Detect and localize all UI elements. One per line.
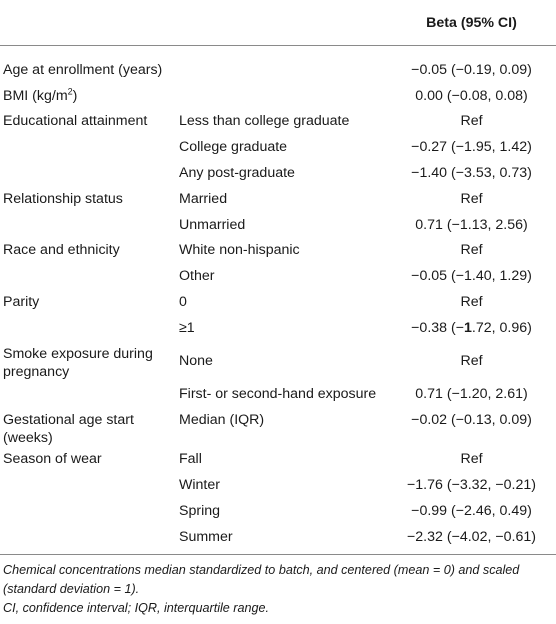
row-category: None xyxy=(179,352,213,369)
row-category: Fall xyxy=(179,451,202,468)
footnote-standardization: Chemical concentrations median standardi… xyxy=(3,563,520,596)
row-category xyxy=(176,83,387,109)
row-beta: Ref xyxy=(460,294,483,311)
header-category xyxy=(176,0,387,46)
row-variable: Educational attainment xyxy=(3,113,148,130)
regression-table: Beta (95% CI) Age at enrollment (years) … xyxy=(0,0,556,555)
row-category: ≥1 xyxy=(179,319,195,336)
row-beta: −0.38 (−1.72, 0.96) xyxy=(387,315,556,341)
table-row: Gestational age start (weeks) Median (IQ… xyxy=(0,407,556,447)
row-beta: −0.05 (−1.40, 1.29) xyxy=(411,268,532,285)
row-beta: Ref xyxy=(460,190,483,207)
header-beta: Beta (95% CI) xyxy=(426,14,517,31)
table-row: Other −0.05 (−1.40, 1.29) xyxy=(0,263,556,289)
row-variable xyxy=(0,524,176,554)
table-row: Any post-graduate −1.40 (−3.53, 0.73) xyxy=(0,160,556,186)
row-beta: −0.27 (−1.95, 1.42) xyxy=(411,139,532,156)
row-variable-text: BMI (kg/m xyxy=(3,87,68,104)
row-category: Any post-graduate xyxy=(179,165,295,182)
row-category: College graduate xyxy=(179,139,288,156)
table-row: ≥1 −0.38 (−1.72, 0.96) xyxy=(0,315,556,341)
table-row: First- or second-hand exposure 0.71 (−1.… xyxy=(0,381,556,407)
row-category: Median (IQR) xyxy=(179,411,265,428)
row-variable: BMI (kg/m2) xyxy=(0,83,176,109)
row-variable xyxy=(0,212,176,238)
row-beta: 0.71 (−1.20, 2.61) xyxy=(415,385,528,402)
row-category: Summer xyxy=(179,528,233,545)
table-row: Relationship status Married Ref xyxy=(0,186,556,212)
table-row: Race and ethnicity White non-hispanic Re… xyxy=(0,238,556,264)
row-beta: −0.99 (−2.46, 0.49) xyxy=(411,503,532,520)
row-beta-tail: .72, 0.96) xyxy=(471,319,532,336)
row-variable-tail: ) xyxy=(72,87,78,104)
row-beta: Ref xyxy=(460,113,483,130)
row-variable: Season of wear xyxy=(3,451,102,468)
table-footnotes: Chemical concentrations median standardi… xyxy=(3,561,553,618)
row-variable xyxy=(0,315,176,341)
row-category: Spring xyxy=(179,503,221,520)
row-beta: 0.71 (−1.13, 2.56) xyxy=(415,216,528,233)
row-category: Other xyxy=(179,268,215,285)
table-row: Educational attainment Less than college… xyxy=(0,109,556,135)
row-variable: Parity xyxy=(3,294,40,311)
row-category: White non-hispanic xyxy=(179,242,300,259)
row-beta: −1.76 (−3.32, −0.21) xyxy=(407,477,536,494)
table-row: Summer −2.32 (−4.02, −0.61) xyxy=(0,524,556,554)
table-row: Smoke exposure during pregnancy None Ref xyxy=(0,341,556,381)
row-category: First- or second-hand exposure xyxy=(179,385,377,402)
row-variable xyxy=(0,381,176,407)
table-row: Unmarried 0.71 (−1.13, 2.56) xyxy=(0,212,556,238)
row-category xyxy=(176,46,387,83)
row-variable xyxy=(0,134,176,160)
footnote-abbreviations: CI, confidence interval; IQR, interquart… xyxy=(3,601,269,615)
row-variable: Relationship status xyxy=(3,190,123,207)
row-beta: −1.40 (−3.53, 0.73) xyxy=(411,165,532,182)
row-beta: Ref xyxy=(460,242,483,259)
row-variable: Smoke exposure during pregnancy xyxy=(3,345,153,380)
row-category: Unmarried xyxy=(179,216,246,233)
row-variable xyxy=(0,498,176,524)
row-beta: −2.32 (−4.02, −0.61) xyxy=(407,528,536,545)
row-beta: Ref xyxy=(460,451,483,468)
table-row: Spring −0.99 (−2.46, 0.49) xyxy=(0,498,556,524)
header-variable xyxy=(0,0,176,46)
row-category: Less than college graduate xyxy=(179,113,350,130)
table-row: Parity 0 Ref xyxy=(0,289,556,315)
row-variable: Race and ethnicity xyxy=(3,242,120,259)
row-variable xyxy=(0,472,176,498)
row-variable: Age at enrollment (years) xyxy=(3,61,163,78)
row-category: 0 xyxy=(179,294,187,311)
row-beta: 0.00 (−0.08, 0.08) xyxy=(415,87,528,104)
row-category: Married xyxy=(179,190,228,207)
table-row: Age at enrollment (years) −0.05 (−0.19, … xyxy=(0,46,556,83)
row-variable xyxy=(0,160,176,186)
row-variable-superscript: 2 xyxy=(67,85,73,96)
row-variable: Gestational age start (weeks) xyxy=(3,411,134,446)
table-row: Season of wear Fall Ref xyxy=(0,447,556,473)
table-row: College graduate −0.27 (−1.95, 1.42) xyxy=(0,134,556,160)
row-beta: −0.02 (−0.13, 0.09) xyxy=(411,411,532,428)
row-beta-text: −0.38 (− xyxy=(411,319,464,336)
table-row: Winter −1.76 (−3.32, −0.21) xyxy=(0,472,556,498)
row-variable xyxy=(0,263,176,289)
table-row: BMI (kg/m2) 0.00 (−0.08, 0.08) xyxy=(0,83,556,109)
row-beta-bold: 1 xyxy=(464,319,472,336)
row-category: Winter xyxy=(179,477,220,494)
row-beta: Ref xyxy=(460,352,483,369)
table-header-row: Beta (95% CI) xyxy=(0,0,556,46)
row-beta: −0.05 (−0.19, 0.09) xyxy=(411,61,532,78)
